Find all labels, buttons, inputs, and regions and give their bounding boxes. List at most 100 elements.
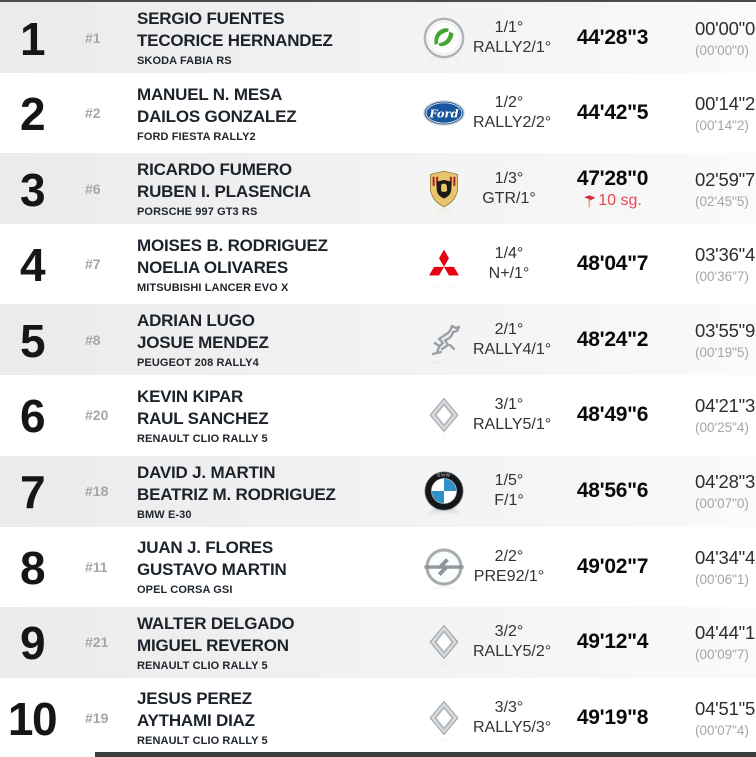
gap-to-leader: 00'00"0 — [695, 17, 756, 39]
class-cell: 3/2° RALLY5/2° — [473, 622, 551, 662]
brand-logo-box — [422, 696, 466, 740]
car-number: #1 — [85, 29, 101, 46]
driver-name: MANUEL N. MESA — [137, 84, 283, 104]
brand-logo-box — [422, 16, 466, 60]
position-number: 3 — [19, 163, 46, 216]
brand-logo-cell — [415, 620, 473, 664]
table-row[interactable]: 6 #20 KEVIN KIPAR RAUL SANCHEZ RENAULT C… — [0, 379, 756, 451]
time-cell: 49'12"4 — [545, 630, 680, 654]
total-time: 48'24"2 — [576, 327, 649, 351]
position-number: 5 — [19, 314, 46, 367]
car-model: PORSCHE 997 GT3 RS — [137, 206, 258, 219]
position-number: 4 — [19, 239, 46, 292]
gap-to-previous: (00'07"0) — [695, 496, 749, 512]
class-position: RALLY2/1° — [473, 38, 552, 56]
table-row[interactable]: 2 #2 MANUEL N. MESA DAILOS GONZALEZ FORD… — [0, 77, 756, 149]
crew-cell: JUAN J. FLORES GUSTAVO MARTIN OPEL CORSA… — [118, 537, 415, 596]
table-row[interactable]: 7 #18 DAVID J. MARTIN BEATRIZ M. RODRIGU… — [0, 455, 756, 527]
codriver-name: DAILOS GONZALEZ — [137, 106, 297, 126]
class-cell: 1/3° GTR/1° — [473, 169, 545, 209]
peugeot-logo-icon — [431, 324, 461, 356]
brand-logo-box — [422, 318, 466, 362]
car-model: SKODA FABIA RS — [137, 55, 232, 67]
class-position: PRE92/1° — [473, 567, 545, 585]
class-cell: 1/4° N+/1° — [473, 244, 545, 284]
svg-text:BMW: BMW — [437, 473, 451, 478]
car-number: #6 — [85, 180, 101, 197]
crew-cell: ADRIAN LUGO JOSUE MENDEZ PEUGEOT 208 RAL… — [118, 310, 415, 369]
group-position: 1/5° — [494, 472, 524, 490]
gap-to-previous: (00'14"2) — [695, 118, 749, 134]
position-number: 8 — [19, 541, 46, 594]
total-time: 49'02"7 — [576, 554, 649, 578]
class-cell: 1/2° RALLY2/2° — [473, 93, 552, 133]
gap-to-previous: (00'36"7) — [695, 269, 749, 285]
gap-to-leader: 02'59"7 — [695, 168, 756, 190]
table-row[interactable]: 5 #8 ADRIAN LUGO JOSUE MENDEZ PEUGEOT 20… — [0, 304, 756, 376]
class-position: RALLY5/1° — [473, 416, 552, 434]
driver-name: SERGIO FUENTES — [137, 9, 285, 28]
total-time: 48'56"6 — [576, 479, 649, 503]
class-position: RALLY4/1° — [473, 340, 552, 358]
table-row[interactable]: 4 #7 MOISES B. RODRIGUEZ NOELIA OLIVARES… — [0, 228, 756, 300]
brand-logo-box: Ford — [422, 91, 466, 135]
total-time: 44'42"5 — [576, 101, 649, 125]
gap-to-leader: 04'51"5 — [695, 697, 756, 719]
brand-logo-box — [422, 393, 466, 437]
table-row[interactable]: 3 #6 RICARDO FUMERO RUBEN I. PLASENCIA P… — [0, 153, 756, 225]
driver-name: MOISES B. RODRIGUEZ — [137, 235, 328, 255]
gap-to-previous: (00'09"7) — [695, 647, 749, 663]
gap-cell: 00'14"2 (00'14"2) — [680, 93, 756, 133]
crew-cell: WALTER DELGADO MIGUEL REVERON RENAULT CL… — [118, 613, 415, 672]
brand-logo-box — [422, 620, 466, 664]
renault-logo-icon — [429, 398, 459, 433]
gap-to-leader: 04'28"3 — [695, 471, 756, 493]
crew-cell: DAVID J. MARTIN BEATRIZ M. RODRIGUEZ BMW… — [118, 462, 415, 521]
car-number: #2 — [85, 105, 101, 122]
car-number: #18 — [85, 483, 109, 500]
crew-cell: SERGIO FUENTES TECORICE HERNANDEZ SKODA … — [118, 8, 415, 67]
class-position: F/1° — [494, 492, 524, 510]
table-row[interactable]: 10 #19 JESUS PEREZ AYTHAMI DIAZ RENAULT … — [0, 682, 756, 754]
car-model: BMW E-30 — [137, 508, 192, 521]
gap-cell: 04'51"5 (00'07"4) — [680, 698, 756, 738]
position-number: 9 — [19, 617, 46, 670]
crew-cell: KEVIN KIPAR RAUL SANCHEZ RENAULT CLIO RA… — [118, 386, 415, 445]
position-number: 1 — [19, 12, 46, 65]
driver-name: JESUS PEREZ — [137, 689, 252, 709]
renault-logo-icon — [429, 625, 459, 660]
time-cell: 48'49"6 — [545, 403, 680, 427]
class-position: RALLY2/2° — [473, 114, 552, 132]
group-position: 3/3° — [494, 698, 524, 716]
car-number: #8 — [85, 331, 101, 348]
table-row[interactable]: 9 #21 WALTER DELGADO MIGUEL REVERON RENA… — [0, 606, 756, 678]
position-number: 10 — [7, 692, 58, 745]
group-position: 2/2° — [494, 547, 524, 565]
codriver-name: GUSTAVO MARTIN — [137, 560, 287, 580]
total-time: 49'12"4 — [576, 630, 649, 654]
car-model: RENAULT CLIO RALLY 5 — [137, 659, 268, 672]
class-cell: 2/2° PRE92/1° — [473, 547, 545, 587]
brand-logo-cell — [415, 393, 473, 437]
car-number: #11 — [85, 558, 108, 575]
driver-name: JUAN J. FLORES — [137, 538, 274, 558]
gap-to-previous: (00'19"5) — [695, 344, 749, 360]
ford-logo-icon: Ford — [423, 100, 465, 126]
position-number: 6 — [19, 390, 46, 443]
car-model: PEUGEOT 208 RALLY4 — [137, 357, 259, 370]
penalty-text: 10 sg. — [598, 192, 642, 210]
renault-logo-icon — [429, 700, 459, 736]
position-number: 7 — [19, 466, 46, 519]
gap-cell: 04'28"3 (00'07"0) — [680, 471, 756, 511]
class-position: GTR/1° — [482, 189, 536, 207]
group-position: 1/1° — [494, 18, 524, 36]
table-row[interactable]: 1 #1 SERGIO FUENTES TECORICE HERNANDEZ S… — [0, 2, 756, 73]
codriver-name: MIGUEL REVERON — [137, 635, 289, 655]
table-row[interactable]: 8 #11 JUAN J. FLORES GUSTAVO MARTIN OPEL… — [0, 531, 756, 603]
gap-to-previous: (00'07"4) — [695, 722, 749, 738]
codriver-name: AYTHAMI DIAZ — [137, 711, 255, 731]
brand-logo-cell — [415, 545, 473, 589]
car-number: #19 — [85, 709, 109, 726]
group-position: 1/3° — [494, 169, 524, 187]
